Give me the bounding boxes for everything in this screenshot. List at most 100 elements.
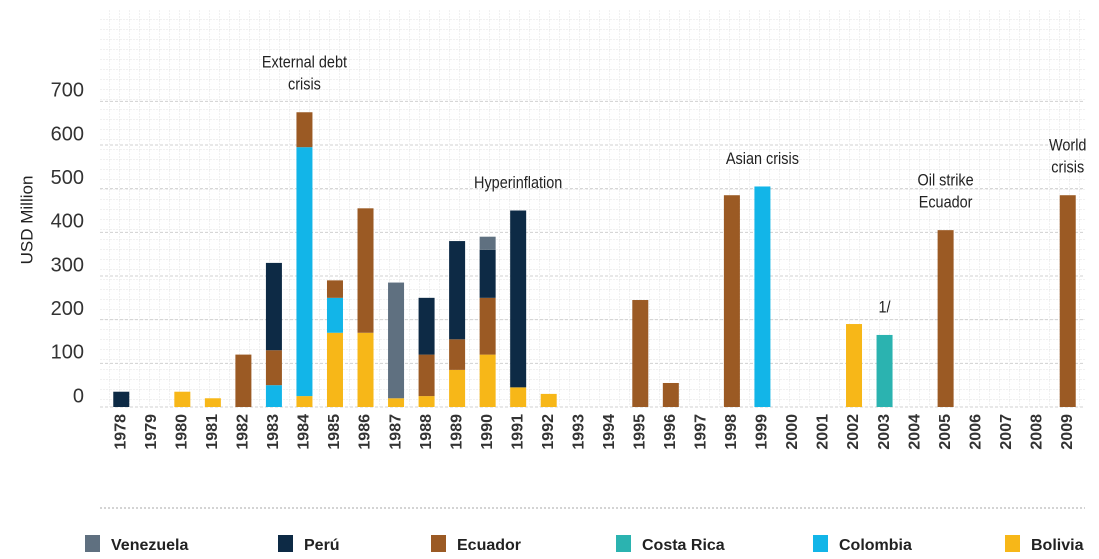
bar-segment [418,297,435,355]
x-tick-label: 1996 [662,414,679,450]
legend-swatch [616,535,631,552]
x-tick-label: 1985 [326,414,343,450]
x-tick-label: 1980 [174,414,191,450]
legend-swatch [85,535,100,552]
bar-segment [113,391,130,407]
annotation: Hyperinflation [474,174,562,192]
y-tick-label: 0 [73,385,84,407]
legend-swatch [431,535,446,552]
bar-segment [265,385,282,407]
y-tick-label: 600 [51,123,84,145]
bar-segment [1059,195,1076,407]
bar-segment [326,280,343,298]
x-tick-label: 2002 [845,414,862,450]
y-tick-label: 200 [51,298,84,320]
x-tick-label: 1979 [143,414,160,450]
bar-segment [479,236,496,250]
x-tick-label: 2008 [1028,414,1045,450]
x-tick-label: 1978 [112,414,129,450]
bar-segment [418,396,435,407]
annotation: External debt [262,54,348,72]
y-tick-label: 700 [51,80,84,102]
x-tick-label: 2009 [1059,414,1076,450]
background-grid [100,10,1085,407]
x-tick-label: 1988 [418,414,435,450]
bar-segment [479,249,496,298]
bar-segment [357,208,374,333]
x-tick-label: 1995 [632,414,649,450]
x-tick-label: 2000 [784,414,801,450]
bar-segment [296,396,313,407]
annotation: Asian crisis [726,150,799,168]
legend-swatch [1005,535,1020,552]
x-tick-label: 1990 [479,414,496,450]
bar-segment [449,369,466,407]
x-tick-label: 2006 [967,414,984,450]
x-tick-label: 1984 [296,414,313,450]
annotation: World [1049,137,1086,155]
bar-segment [479,354,496,407]
bar-segment [632,300,649,407]
bar-segment [449,241,466,340]
x-tick-label: 1998 [723,414,740,450]
x-tick-label: 1983 [265,414,282,450]
bar-segment [296,147,313,397]
x-tick-label: 1987 [387,414,404,450]
legend-label: Perú [304,537,340,554]
x-tick-label: 1989 [448,414,465,450]
x-tick-label: 1981 [204,414,221,450]
annotation: crisis [288,76,321,94]
legend-label: Costa Rica [642,537,725,554]
bar-segment [449,339,466,370]
y-tick-label: 500 [51,167,84,189]
x-tick-label: 1997 [693,414,710,450]
x-tick-label: 1999 [754,414,771,450]
x-tick-label: 1991 [509,414,526,450]
bar-segment [326,297,343,333]
annotation: Oil strike [918,172,974,190]
bar-segment [418,354,435,397]
y-tick-label: 300 [51,254,84,276]
x-tick-label: 2001 [815,414,832,450]
annotation: Ecuador [919,194,973,212]
x-tick-label: 1994 [601,414,618,450]
legend-label: Bolivia [1031,537,1084,554]
x-tick-label: 1992 [540,414,557,450]
bar-segment [510,387,527,407]
bar-segment [479,297,496,355]
legend-swatch [813,535,828,552]
bar-segment [174,391,191,407]
bar-segment [540,393,557,407]
bar-segment [662,382,679,407]
legend-label: Colombia [839,537,912,554]
legend-swatch [278,535,293,552]
bar-segment [265,262,282,351]
y-axis-label: USD Million [17,176,36,265]
bar-segment [846,324,863,407]
x-tick-label: 2003 [876,414,893,450]
bar-segment [510,210,527,388]
bar-segment [937,230,954,407]
x-tick-label: 2005 [937,414,954,450]
bar-segment [265,350,282,386]
bar-segment [876,334,893,407]
legend-label: Ecuador [457,537,521,554]
bar-segment [235,354,252,407]
annotation: crisis [1051,159,1084,177]
bar-segment [357,332,374,407]
bar-segment [204,398,221,407]
bar-segment [723,195,740,407]
bar-segment [296,112,313,148]
bar-segment [388,398,405,407]
y-tick-label: 100 [51,342,84,364]
bar-segment [388,282,405,399]
legend-label: Venezuela [111,537,188,554]
y-tick-label: 400 [51,211,84,233]
bar-segment [754,186,771,407]
bar-segment [326,332,343,407]
x-tick-label: 1982 [235,414,252,450]
annotation: 1/ [879,298,892,316]
x-tick-label: 2004 [906,414,923,450]
x-tick-label: 1993 [570,414,587,450]
